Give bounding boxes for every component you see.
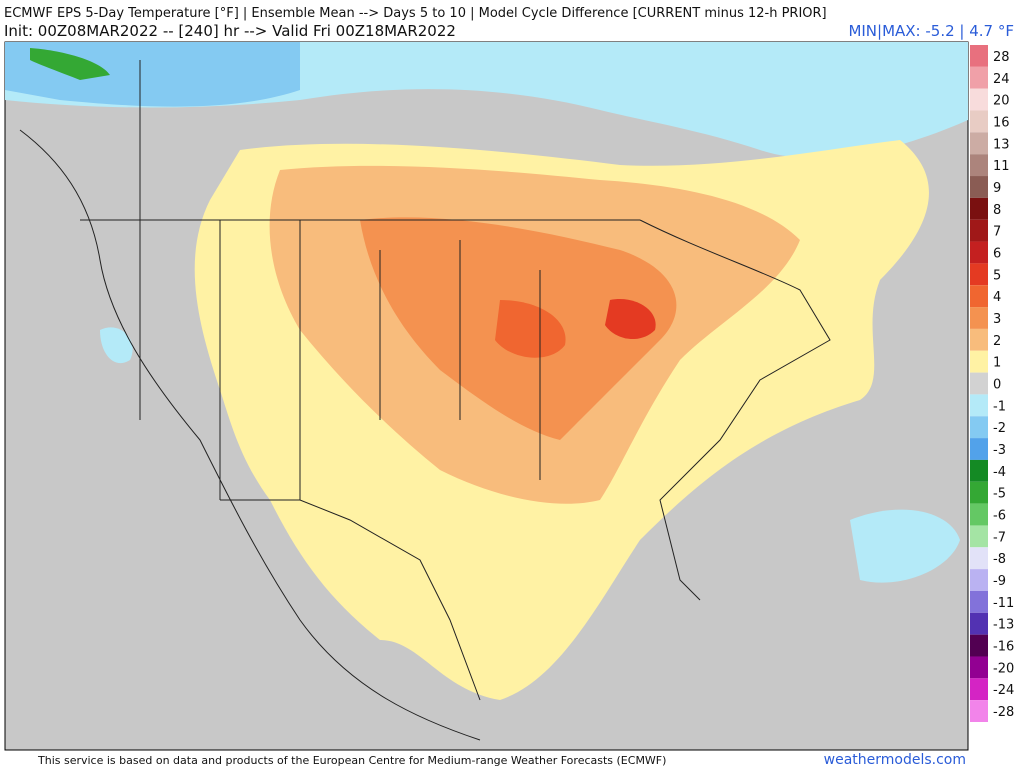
color-swatch: [970, 263, 988, 286]
colorbar-label: 9: [993, 181, 1001, 196]
colorbar-label: -9: [993, 574, 1006, 589]
color-swatch: [970, 132, 988, 155]
colorbar-label: -2: [993, 421, 1006, 436]
colorbar-label: -7: [993, 530, 1006, 545]
colorbar-label: -4: [993, 465, 1006, 480]
colorbar-label: 3: [993, 312, 1001, 327]
colorbar-label: 13: [993, 137, 1010, 152]
color-swatch: [970, 350, 988, 373]
colorbar-label: 28: [993, 50, 1010, 65]
colorbar-label: -13: [993, 618, 1014, 633]
color-swatch: [970, 525, 988, 548]
colorbar-label: 8: [993, 203, 1001, 218]
color-swatch: [970, 154, 988, 177]
color-swatch: [970, 328, 988, 351]
color-swatch: [970, 66, 988, 89]
colorbar-label: -5: [993, 487, 1006, 502]
colorbar-label: 11: [993, 159, 1010, 174]
color-swatch: [970, 656, 988, 679]
footer-credit: This service is based on data and produc…: [37, 754, 666, 767]
title: ECMWF EPS 5-Day Temperature [°F] | Ensem…: [4, 6, 827, 21]
colorbar-label: 0: [993, 378, 1001, 393]
color-swatch: [970, 88, 988, 111]
colorbar-label: 20: [993, 94, 1010, 109]
color-swatch: [970, 547, 988, 570]
color-swatch: [970, 438, 988, 460]
color-swatch: [970, 503, 988, 526]
color-swatch: [970, 241, 988, 264]
colorbar-label: 2: [993, 334, 1001, 349]
colorbar-label: 4: [993, 290, 1001, 305]
color-swatch: [970, 590, 988, 613]
colorbar-label: 24: [993, 72, 1010, 87]
color-swatch: [970, 219, 988, 242]
colorbar-label: -16: [993, 640, 1014, 655]
color-swatch: [970, 197, 988, 220]
color-swatch: [970, 307, 988, 329]
color-swatch: [970, 285, 988, 308]
colorbar-label: 5: [993, 268, 1001, 283]
colorbar-label: -8: [993, 552, 1006, 567]
color-swatch: [970, 459, 988, 482]
colorbar-label: 1: [993, 356, 1001, 371]
colorbar-label: -11: [993, 596, 1014, 611]
color-swatch: [970, 634, 988, 657]
colorbar-label: -24: [993, 683, 1014, 698]
colorbar-label: -6: [993, 509, 1006, 524]
color-swatch: [970, 481, 988, 504]
colorbar-label: -28: [993, 705, 1014, 720]
color-swatch: [970, 700, 988, 722]
colorbar-label: 6: [993, 246, 1001, 261]
colorbar: 28 24 20 16 13 11 9 8 7 6 5 4 3 2 1 0 -1 -2 -3 -4 -5 -6 -7 -8 -9…: [970, 45, 1014, 722]
color-swatch: [970, 569, 988, 591]
colorbar-label: -20: [993, 661, 1014, 676]
color-swatch: [970, 176, 988, 198]
color-swatch: [970, 612, 988, 635]
color-swatch: [970, 372, 988, 395]
colorbar-label: -3: [993, 443, 1006, 458]
colorbar-label: 7: [993, 225, 1001, 240]
color-swatch: [970, 110, 988, 133]
min-max: MIN|MAX: -5.2 | 4.7 °F: [848, 22, 1014, 40]
subtitle: Init: 00Z08MAR2022 -- [240] hr --> Valid…: [4, 22, 456, 40]
color-swatch: [970, 394, 988, 417]
color-swatch: [970, 45, 988, 67]
map: [4, 41, 969, 751]
footer-site: weathermodels.com: [824, 752, 966, 768]
color-swatch: [970, 416, 988, 439]
colorbar-label: -1: [993, 399, 1006, 414]
color-swatch: [970, 678, 988, 701]
colorbar-label: 16: [993, 115, 1010, 130]
